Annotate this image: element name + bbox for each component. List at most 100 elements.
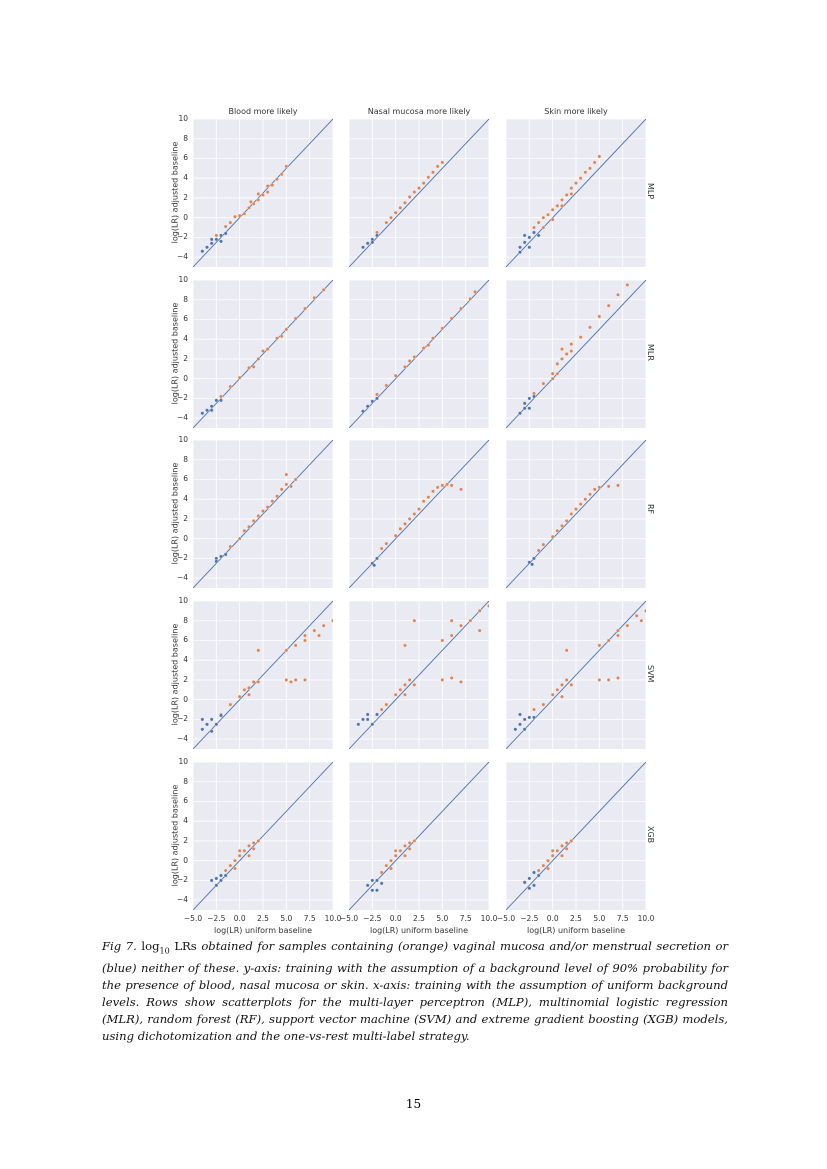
data-point-orange bbox=[228, 544, 233, 549]
data-point-blue bbox=[375, 712, 379, 717]
data-point-orange bbox=[403, 201, 407, 205]
data-point-orange bbox=[403, 844, 407, 848]
data-point-blue bbox=[200, 411, 205, 416]
data-point-orange bbox=[578, 502, 583, 506]
data-point-blue bbox=[219, 713, 223, 718]
y-tick-label: 4 bbox=[183, 494, 188, 504]
data-point-orange bbox=[407, 846, 412, 851]
data-point-orange bbox=[237, 213, 242, 218]
scatter-panel-svm-1 bbox=[349, 601, 489, 749]
scatter-panel-mlr-0 bbox=[193, 280, 333, 428]
data-point-orange bbox=[555, 687, 560, 692]
data-point-blue bbox=[527, 715, 532, 720]
data-point-orange bbox=[379, 870, 384, 875]
data-point-orange bbox=[279, 334, 284, 339]
data-point-blue bbox=[522, 233, 527, 238]
data-point-orange bbox=[384, 702, 389, 707]
data-point-orange bbox=[393, 692, 398, 697]
data-point-blue bbox=[365, 404, 370, 409]
data-point-orange bbox=[431, 489, 435, 494]
data-point-orange bbox=[487, 604, 489, 608]
data-point-blue bbox=[532, 230, 536, 235]
data-point-orange bbox=[303, 678, 307, 682]
data-point-orange bbox=[421, 499, 426, 504]
caption-log: log bbox=[141, 939, 160, 953]
data-point-blue bbox=[214, 559, 219, 564]
data-point-orange bbox=[541, 863, 546, 868]
scatter-panel-mlr-2 bbox=[506, 280, 646, 428]
y-tick-label: 0 bbox=[183, 533, 188, 543]
data-point-orange bbox=[403, 853, 407, 858]
data-point-orange bbox=[321, 623, 326, 628]
data-point-orange bbox=[412, 190, 417, 194]
data-point-blue bbox=[370, 878, 375, 883]
y-tick-label: −2 bbox=[176, 875, 188, 885]
data-point-orange bbox=[384, 863, 389, 868]
data-point-blue bbox=[356, 722, 361, 727]
y-tick-label: 4 bbox=[183, 816, 188, 826]
data-point-orange bbox=[289, 680, 293, 684]
scatter-panel-rf-0 bbox=[193, 440, 333, 588]
data-point-orange bbox=[223, 868, 228, 873]
data-point-orange bbox=[564, 846, 569, 851]
x-tick-label: 7.5 bbox=[459, 914, 472, 923]
y-tick-label: 0 bbox=[183, 855, 188, 865]
data-point-blue bbox=[209, 408, 214, 413]
data-point-orange bbox=[597, 643, 602, 648]
x-tick-label: 10.0 bbox=[480, 914, 498, 923]
data-point-blue bbox=[375, 878, 379, 883]
data-point-orange bbox=[412, 839, 417, 843]
data-point-blue bbox=[518, 411, 522, 416]
data-point-blue bbox=[527, 235, 532, 240]
x-tick-label: −5.0 bbox=[339, 914, 359, 923]
data-point-orange bbox=[251, 846, 256, 851]
data-point-orange bbox=[256, 357, 261, 361]
data-point-orange bbox=[449, 633, 454, 638]
data-point-orange bbox=[431, 170, 435, 175]
data-point-orange bbox=[247, 685, 251, 690]
data-point-orange bbox=[560, 203, 564, 208]
data-point-orange bbox=[303, 633, 307, 638]
data-point-orange bbox=[247, 365, 251, 370]
data-point-blue bbox=[370, 240, 375, 245]
data-point-blue bbox=[522, 880, 527, 885]
y-tick-label: 0 bbox=[183, 694, 188, 704]
data-point-orange bbox=[403, 683, 407, 687]
x-tick-label: −2.5 bbox=[207, 914, 226, 923]
data-point-orange bbox=[379, 546, 384, 551]
data-point-orange bbox=[421, 181, 426, 185]
data-point-orange bbox=[256, 680, 261, 684]
data-point-orange bbox=[426, 175, 431, 180]
data-point-orange bbox=[284, 472, 289, 477]
data-point-orange bbox=[403, 522, 407, 526]
data-point-orange bbox=[616, 628, 620, 633]
data-point-orange bbox=[564, 193, 569, 197]
data-point-blue bbox=[200, 717, 205, 722]
data-point-orange bbox=[265, 505, 270, 509]
identity-line bbox=[506, 762, 646, 910]
data-point-blue bbox=[219, 873, 223, 878]
data-point-orange bbox=[256, 198, 261, 202]
data-point-blue bbox=[375, 888, 379, 893]
y-tick-label: 10 bbox=[178, 275, 188, 284]
data-point-orange bbox=[393, 853, 398, 858]
data-point-blue bbox=[527, 406, 532, 411]
data-point-blue bbox=[365, 712, 370, 717]
data-point-blue bbox=[209, 729, 214, 734]
data-point-orange bbox=[560, 694, 564, 699]
y-tick-label: 8 bbox=[183, 615, 188, 625]
y-tick-label: −2 bbox=[176, 232, 188, 242]
scatter-panel-svm-0 bbox=[193, 601, 333, 749]
data-point-orange bbox=[398, 848, 403, 853]
data-point-orange bbox=[228, 863, 233, 868]
data-point-orange bbox=[449, 676, 454, 680]
data-point-orange bbox=[440, 160, 445, 165]
data-point-orange bbox=[237, 694, 242, 699]
data-point-blue bbox=[527, 876, 532, 881]
data-point-orange bbox=[541, 542, 546, 547]
data-point-orange bbox=[546, 858, 550, 863]
x-tick-label: 10.0 bbox=[637, 914, 655, 923]
data-point-orange bbox=[237, 853, 242, 858]
data-point-orange bbox=[312, 628, 317, 633]
data-point-orange bbox=[293, 678, 298, 682]
